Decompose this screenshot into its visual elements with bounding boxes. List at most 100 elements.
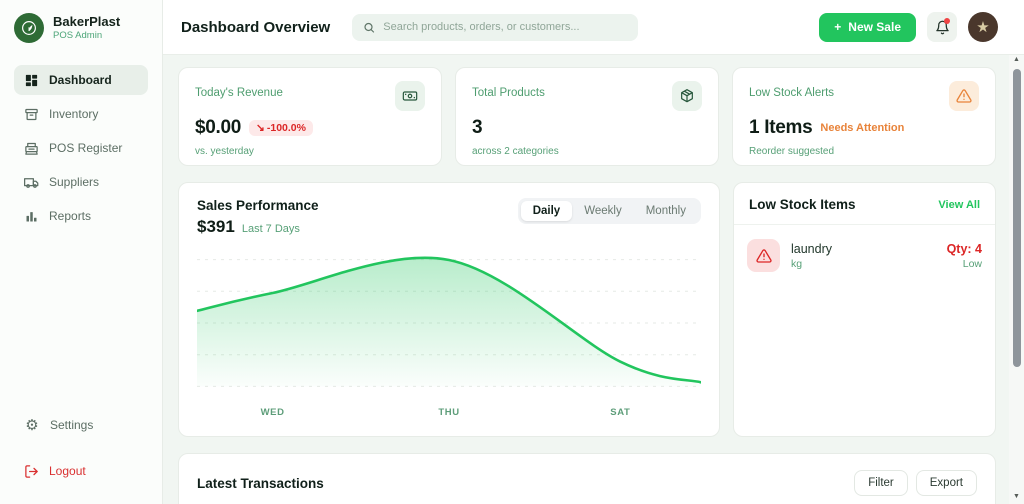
sales-period-label: Last 7 Days bbox=[241, 223, 300, 235]
sidebar-item-settings[interactable]: ⚙ Settings bbox=[14, 410, 148, 440]
gear-icon: ⚙ bbox=[25, 416, 39, 434]
sidebar-item-logout[interactable]: Logout bbox=[14, 456, 148, 486]
user-avatar[interactable]: ★ bbox=[968, 12, 998, 42]
item-unit: kg bbox=[791, 257, 803, 270]
needs-attention-badge: Needs Attention bbox=[820, 122, 905, 134]
search-input[interactable] bbox=[383, 21, 628, 33]
main-area: Dashboard Overview + New Sale bbox=[163, 0, 1024, 504]
stat-label: Total Products bbox=[472, 87, 545, 99]
sidebar-nav: Dashboard Inventory POS Register Supplie… bbox=[0, 57, 162, 235]
truck-icon bbox=[24, 177, 39, 188]
transactions-actions: Filter Export bbox=[854, 470, 977, 496]
stat-value: $0.00 bbox=[195, 117, 242, 138]
sales-chart-title: Sales Performance bbox=[197, 198, 319, 213]
brand-header: BakerPlast POS Admin bbox=[0, 0, 162, 57]
stat-card-products: Total Products 3 across 2 categories bbox=[455, 67, 719, 166]
sidebar-item-inventory[interactable]: Inventory bbox=[14, 99, 148, 129]
brand-name: BakerPlast bbox=[53, 14, 121, 30]
item-status: Low bbox=[962, 257, 982, 270]
sidebar-item-pos-register[interactable]: POS Register bbox=[14, 133, 148, 163]
item-text: laundry kg bbox=[791, 242, 832, 270]
sidebar-item-label: Logout bbox=[49, 464, 86, 478]
package-icon bbox=[672, 81, 702, 111]
item-qty-block: Qty: 4 Low bbox=[947, 242, 982, 270]
low-stock-items-card: Low Stock Items View All laundry kg bbox=[733, 182, 996, 437]
brand-text: BakerPlast POS Admin bbox=[53, 14, 121, 41]
transactions-title: Latest Transactions bbox=[197, 475, 324, 491]
search-icon bbox=[364, 22, 375, 33]
stat-card-low-stock: Low Stock Alerts 1 Items Needs Attention… bbox=[732, 67, 996, 166]
low-stock-title: Low Stock Items bbox=[749, 197, 856, 212]
star-icon: ★ bbox=[976, 19, 990, 36]
stat-subtext: Reorder suggested bbox=[749, 146, 835, 157]
sales-header-left: Sales Performance $391 Last 7 Days bbox=[197, 198, 319, 237]
sales-area bbox=[197, 257, 701, 387]
notification-badge-dot bbox=[944, 18, 950, 24]
sales-area-chart bbox=[197, 249, 701, 397]
item-name: laundry bbox=[791, 241, 832, 256]
top-header: Dashboard Overview + New Sale bbox=[163, 0, 1024, 55]
stats-row: Today's Revenue $0.00 ↘ -100.0% vs. yeste… bbox=[178, 67, 996, 166]
notifications-button[interactable] bbox=[927, 12, 957, 42]
low-stock-item-laundry[interactable]: laundry kg Qty: 4 Low bbox=[734, 225, 995, 286]
brand-subtitle: POS Admin bbox=[53, 29, 103, 41]
bakerplast-logo-icon bbox=[14, 13, 44, 43]
tab-daily[interactable]: Daily bbox=[520, 201, 573, 221]
tab-monthly[interactable]: Monthly bbox=[634, 201, 698, 221]
latest-transactions-card: Latest Transactions Filter Export bbox=[178, 453, 996, 504]
bell-icon bbox=[935, 20, 949, 34]
warning-triangle-icon bbox=[747, 239, 780, 272]
sidebar-item-label: Settings bbox=[50, 418, 94, 432]
x-tick-sat: SAT bbox=[610, 407, 631, 418]
global-search bbox=[352, 13, 639, 41]
filter-button[interactable]: Filter bbox=[854, 470, 908, 496]
chart-x-axis-labels: WED THU SAT bbox=[197, 407, 701, 423]
warning-triangle-icon bbox=[949, 81, 979, 111]
sales-line bbox=[197, 258, 701, 383]
trend-down-icon: ↘ bbox=[256, 122, 265, 134]
stat-card-revenue: Today's Revenue $0.00 ↘ -100.0% vs. yeste… bbox=[178, 67, 442, 166]
logout-icon bbox=[25, 464, 38, 478]
trend-down-badge: ↘ -100.0% bbox=[249, 120, 313, 136]
stat-label: Today's Revenue bbox=[195, 87, 283, 99]
item-quantity: Qty: 4 bbox=[946, 241, 982, 256]
x-tick-thu: THU bbox=[438, 407, 460, 418]
scrollbar-up-arrow[interactable]: ▲ bbox=[1013, 56, 1020, 63]
sidebar-item-dashboard[interactable]: Dashboard bbox=[14, 65, 148, 95]
new-sale-button[interactable]: + New Sale bbox=[819, 12, 916, 42]
scrollbar-down-arrow[interactable]: ▼ bbox=[1013, 493, 1020, 500]
plus-icon: + bbox=[834, 20, 842, 34]
dashboard-grid-icon bbox=[25, 74, 38, 86]
vertical-scrollbar: ▲ ▼ bbox=[1009, 55, 1024, 504]
sidebar-footer: ⚙ Settings Logout bbox=[0, 410, 162, 504]
sidebar: BakerPlast POS Admin Dashboard Inventory bbox=[0, 0, 163, 504]
sidebar-item-label: Dashboard bbox=[49, 73, 112, 87]
header-actions: + New Sale ★ bbox=[819, 12, 998, 42]
stat-label: Low Stock Alerts bbox=[749, 87, 835, 99]
archive-box-icon bbox=[25, 108, 38, 120]
stat-subtext: vs. yesterday bbox=[195, 146, 254, 157]
sidebar-item-label: Reports bbox=[49, 209, 92, 223]
bar-chart-icon bbox=[26, 211, 37, 221]
banknote-icon bbox=[395, 81, 425, 111]
new-sale-label: New Sale bbox=[848, 20, 901, 34]
sidebar-item-label: Suppliers bbox=[49, 175, 100, 189]
charts-row: Sales Performance $391 Last 7 Days Daily… bbox=[178, 182, 996, 437]
sidebar-item-label: Inventory bbox=[49, 107, 99, 121]
scrollbar-thumb[interactable] bbox=[1012, 69, 1021, 367]
stat-value: 1 Items bbox=[749, 117, 813, 138]
tab-weekly[interactable]: Weekly bbox=[572, 201, 634, 221]
sidebar-item-suppliers[interactable]: Suppliers bbox=[14, 167, 148, 197]
sidebar-item-label: POS Register bbox=[49, 141, 123, 155]
sidebar-item-reports[interactable]: Reports bbox=[14, 201, 148, 231]
export-button[interactable]: Export bbox=[915, 470, 977, 496]
dashboard-content: Today's Revenue $0.00 ↘ -100.0% vs. yeste… bbox=[163, 55, 1024, 504]
page-title: Dashboard Overview bbox=[181, 18, 331, 36]
view-all-link[interactable]: View All bbox=[938, 198, 980, 211]
chart-range-tabs: Daily Weekly Monthly bbox=[517, 198, 701, 224]
cash-register-icon bbox=[25, 142, 38, 155]
sales-chart-svg bbox=[197, 249, 701, 397]
sales-performance-card: Sales Performance $391 Last 7 Days Daily… bbox=[178, 182, 720, 437]
x-tick-wed: WED bbox=[260, 407, 285, 418]
